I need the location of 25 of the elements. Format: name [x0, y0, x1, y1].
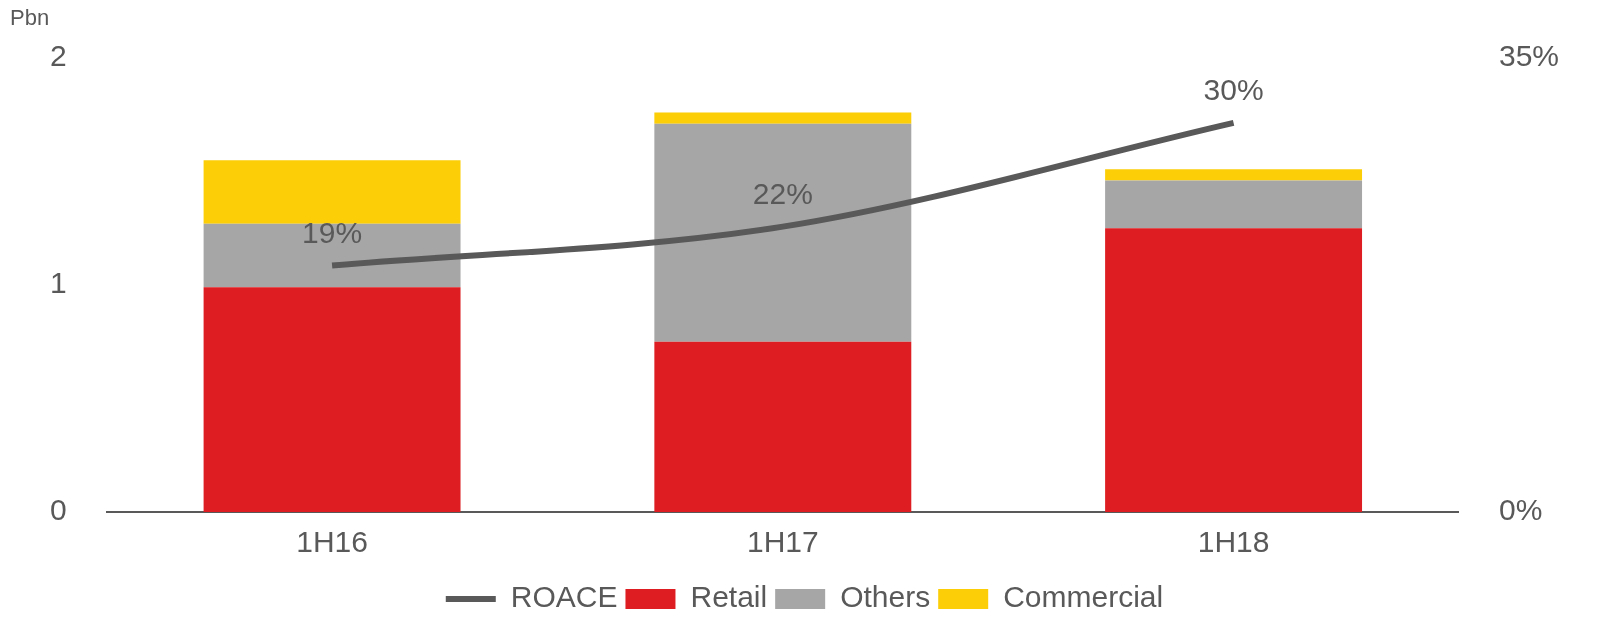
y-tick-label: 1 — [50, 266, 67, 300]
y2-tick-label: 0% — [1498, 493, 1543, 527]
bar — [1105, 228, 1363, 512]
bar — [203, 287, 461, 512]
y-tick-label: 0 — [50, 493, 67, 527]
legend-label: Others — [840, 580, 931, 614]
bar — [1105, 169, 1363, 181]
legend-label: ROACE — [510, 580, 618, 614]
data-label: 22% — [752, 176, 813, 210]
x-tick-label: 1H18 — [1197, 525, 1270, 559]
bar — [1105, 180, 1363, 229]
legend-label: Commercial — [1003, 580, 1164, 614]
y-tick-label: 2 — [50, 39, 67, 73]
y-axis-title: Pbn — [10, 5, 50, 31]
bar — [654, 341, 912, 512]
x-tick-label: 1H16 — [296, 525, 368, 559]
data-label: 30% — [1203, 73, 1264, 107]
x-tick-label: 1H17 — [746, 525, 819, 559]
bar — [654, 112, 912, 124]
data-label: 19% — [302, 215, 363, 249]
legend-label: Retail — [690, 580, 768, 614]
y2-tick-label: 35% — [1498, 39, 1559, 73]
bar — [654, 123, 912, 342]
bar — [203, 160, 461, 224]
bar — [203, 223, 461, 288]
